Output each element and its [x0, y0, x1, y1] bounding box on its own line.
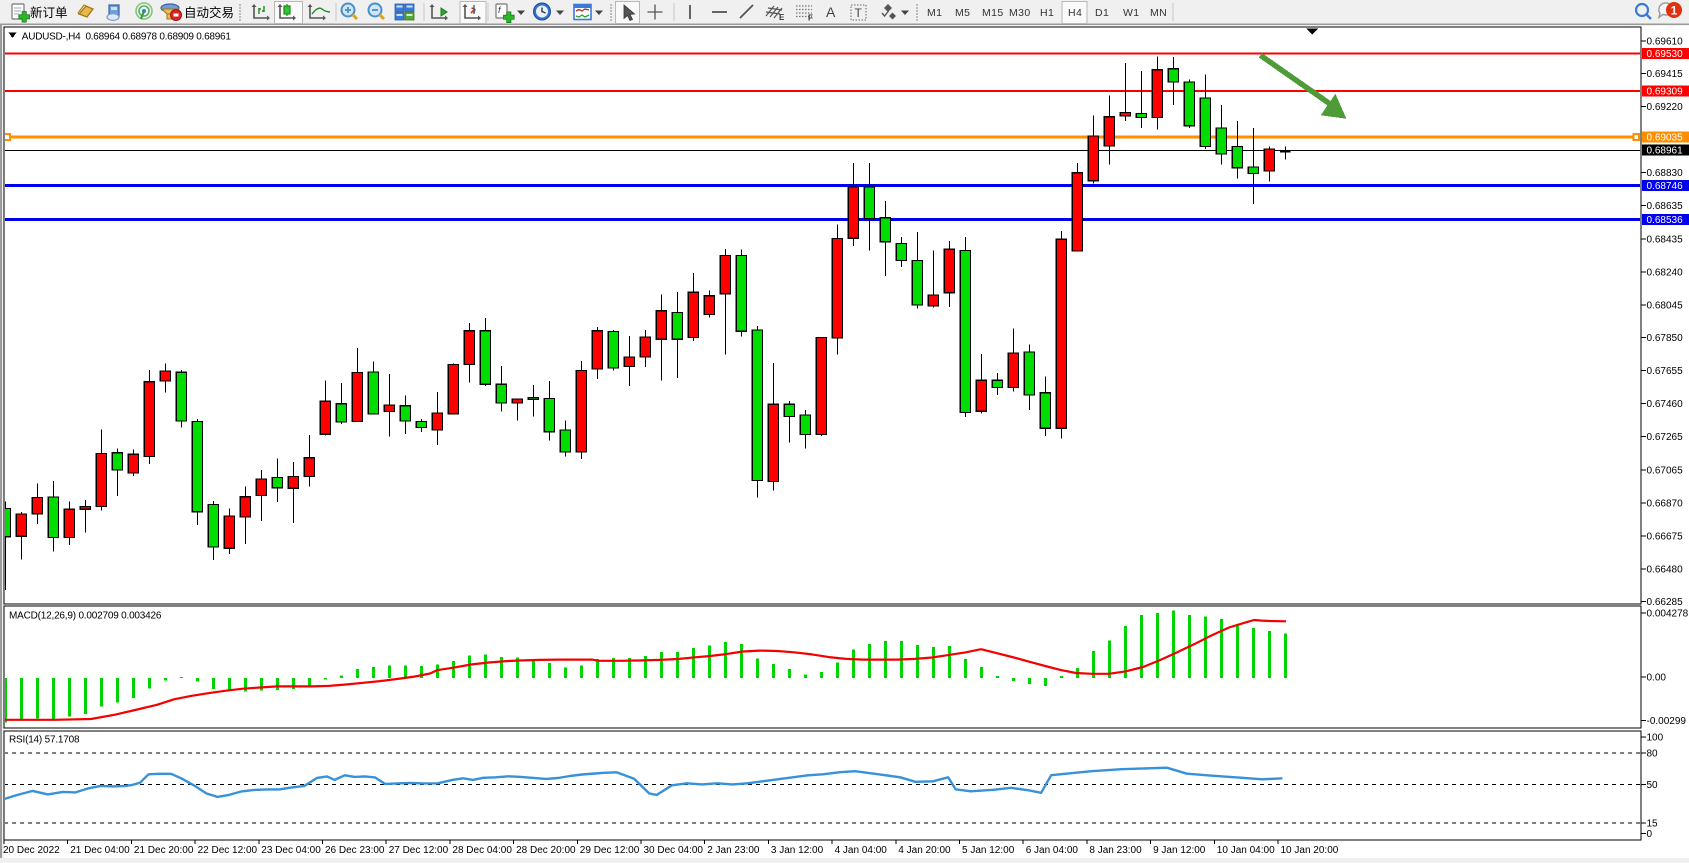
svg-text:0.66870: 0.66870	[1647, 499, 1684, 510]
svg-text:0.69530: 0.69530	[1647, 49, 1684, 60]
svg-text:5 Jan 12:00: 5 Jan 12:00	[962, 845, 1015, 856]
svg-text:15: 15	[1647, 819, 1659, 830]
svg-text:W1: W1	[1123, 7, 1140, 19]
svg-text:50: 50	[1647, 780, 1659, 791]
svg-text:H4: H4	[1068, 7, 1082, 19]
svg-text:M5: M5	[955, 7, 970, 19]
svg-text:28 Dec 20:00: 28 Dec 20:00	[516, 845, 576, 856]
svg-text:0.66675: 0.66675	[1647, 531, 1684, 542]
svg-text:4 Jan 20:00: 4 Jan 20:00	[898, 845, 951, 856]
svg-text:新订单: 新订单	[30, 5, 68, 20]
svg-text:0.67065: 0.67065	[1647, 466, 1684, 477]
svg-text:80: 80	[1647, 749, 1659, 760]
svg-text:0.68240: 0.68240	[1647, 267, 1684, 278]
svg-text:-0.00299: -0.00299	[1647, 716, 1687, 727]
svg-text:23 Dec 04:00: 23 Dec 04:00	[261, 845, 321, 856]
svg-text:自动交易: 自动交易	[184, 5, 234, 20]
svg-text:0.69220: 0.69220	[1647, 102, 1684, 113]
svg-text:29 Dec 12:00: 29 Dec 12:00	[580, 845, 640, 856]
svg-text:0.69415: 0.69415	[1647, 69, 1684, 80]
svg-text:21 Dec 20:00: 21 Dec 20:00	[134, 845, 194, 856]
svg-text:10 Jan 04:00: 10 Jan 04:00	[1217, 845, 1275, 856]
svg-text:MACD(12,26,9) 0.002709 0.00342: MACD(12,26,9) 0.002709 0.003426	[9, 611, 162, 622]
svg-text:H1: H1	[1040, 7, 1054, 19]
svg-text:3 Jan 12:00: 3 Jan 12:00	[771, 845, 824, 856]
svg-text:0.66480: 0.66480	[1647, 564, 1684, 575]
svg-text:0.68746: 0.68746	[1647, 181, 1684, 192]
svg-text:0.69610: 0.69610	[1647, 36, 1684, 47]
svg-text:M30: M30	[1009, 7, 1031, 19]
svg-text:AUDUSD-,H4 0.68964 0.68978 0.: AUDUSD-,H4 0.68964 0.68978 0.68909 0.689…	[22, 31, 232, 42]
svg-text:T: T	[855, 6, 863, 20]
svg-text:2 Jan 23:00: 2 Jan 23:00	[707, 845, 760, 856]
svg-text:0.67460: 0.67460	[1647, 399, 1684, 410]
svg-text:0.67850: 0.67850	[1647, 333, 1684, 344]
svg-text:0.66285: 0.66285	[1647, 597, 1684, 608]
svg-text:0.68536: 0.68536	[1647, 215, 1684, 226]
svg-text:E: E	[779, 13, 785, 22]
svg-text:21 Dec 04:00: 21 Dec 04:00	[70, 845, 130, 856]
svg-text:0: 0	[1647, 829, 1653, 840]
svg-text:4 Jan 04:00: 4 Jan 04:00	[835, 845, 888, 856]
svg-text:27 Dec 12:00: 27 Dec 12:00	[389, 845, 449, 856]
svg-text:0.69309: 0.69309	[1647, 87, 1684, 98]
svg-text:F: F	[808, 14, 813, 23]
svg-text:1: 1	[1671, 4, 1678, 18]
svg-text:26 Dec 23:00: 26 Dec 23:00	[325, 845, 385, 856]
svg-text:0.68045: 0.68045	[1647, 300, 1684, 311]
svg-text:10 Jan 20:00: 10 Jan 20:00	[1281, 845, 1339, 856]
svg-text:6 Jan 04:00: 6 Jan 04:00	[1026, 845, 1079, 856]
svg-text:0.004278: 0.004278	[1647, 609, 1689, 620]
svg-text:0.68435: 0.68435	[1647, 235, 1684, 246]
svg-text:28 Dec 04:00: 28 Dec 04:00	[452, 845, 512, 856]
svg-text:30 Dec 04:00: 30 Dec 04:00	[644, 845, 704, 856]
svg-text:9 Jan 12:00: 9 Jan 12:00	[1153, 845, 1206, 856]
svg-text:0.68635: 0.68635	[1647, 201, 1684, 212]
svg-text:100: 100	[1647, 733, 1664, 744]
svg-text:D1: D1	[1095, 7, 1109, 19]
svg-text:f: f	[498, 5, 502, 15]
svg-text:MN: MN	[1150, 7, 1167, 19]
svg-text:0.67655: 0.67655	[1647, 366, 1684, 377]
svg-text:0.67265: 0.67265	[1647, 432, 1684, 443]
svg-text:22 Dec 12:00: 22 Dec 12:00	[198, 845, 258, 856]
svg-text:20 Dec 2022: 20 Dec 2022	[3, 845, 60, 856]
svg-text:0.68961: 0.68961	[1647, 145, 1684, 156]
svg-text:0.68830: 0.68830	[1647, 168, 1684, 179]
svg-text:A: A	[826, 4, 836, 20]
svg-text:0.00: 0.00	[1647, 673, 1667, 684]
svg-text:8 Jan 23:00: 8 Jan 23:00	[1089, 845, 1142, 856]
svg-text:M1: M1	[927, 7, 942, 19]
svg-text:0.69035: 0.69035	[1647, 133, 1684, 144]
svg-text:M15: M15	[982, 7, 1004, 19]
svg-text:RSI(14) 57.1708: RSI(14) 57.1708	[9, 735, 80, 746]
